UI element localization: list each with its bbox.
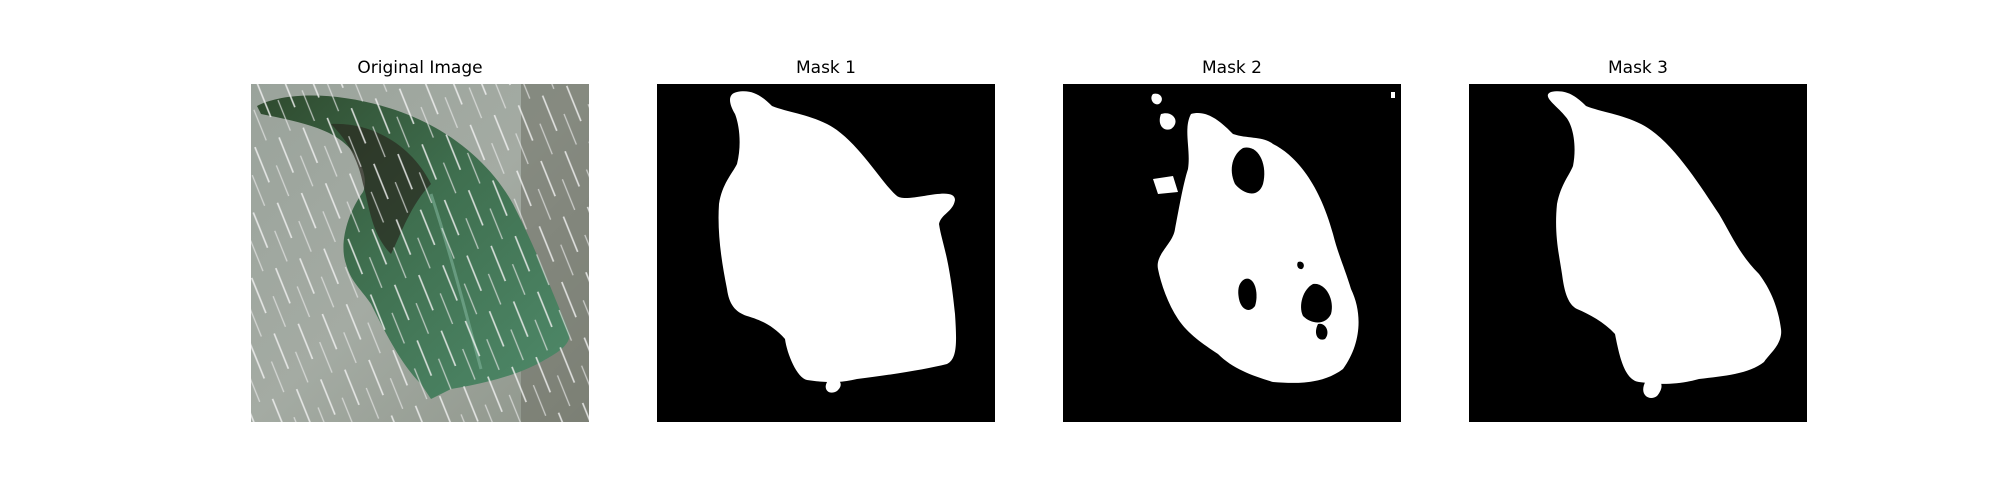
panel-title: Mask 2 — [1201, 58, 1262, 78]
panel-title: Mask 3 — [1607, 58, 1668, 78]
mask-1-image — [657, 84, 995, 422]
panel-mask-2: Mask 2 — [1063, 58, 1401, 422]
mask-2-image — [1063, 84, 1401, 422]
panel-mask-3: Mask 3 — [1469, 58, 1807, 422]
panel-mask-1: Mask 1 — [657, 58, 995, 422]
mask-3-image — [1469, 84, 1807, 422]
panel-title: Original Image — [357, 58, 483, 78]
original-leaf-photo — [251, 84, 589, 422]
panel-original-image: Original Image — [251, 58, 589, 422]
panel-title: Mask 1 — [795, 58, 856, 78]
